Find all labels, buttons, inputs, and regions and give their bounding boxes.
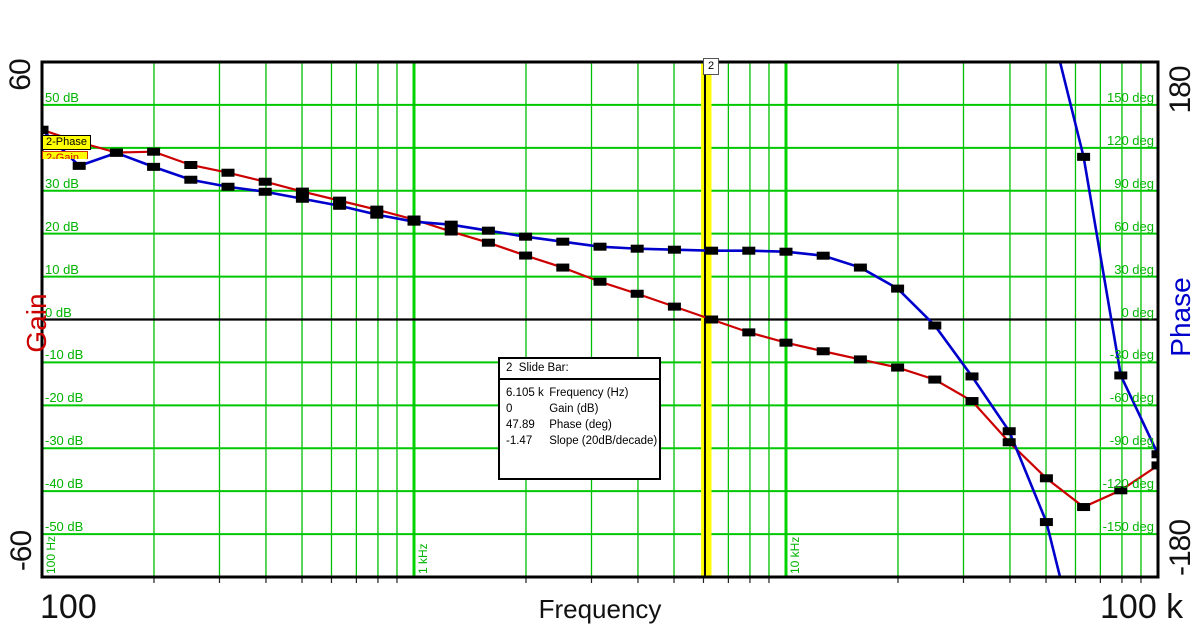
phase-tick-label: 150 deg (1107, 89, 1154, 105)
phase-tick-label: 90 deg (1114, 175, 1154, 191)
gain-tick-label: 10 dB (45, 261, 79, 277)
phase-tick-label: -30 deg (1109, 347, 1154, 363)
phase-tick-label: 120 deg (1107, 132, 1154, 148)
info-box-body: 6.105 k Frequency (Hz) 0 Gain (dB) 47.89… (500, 380, 659, 449)
slide-bar-info-box: 2 Slide Bar: 6.105 k Frequency (Hz) 0 Ga… (498, 357, 661, 480)
gain-tick-label: -40 dB (45, 476, 84, 492)
frequency-decade-label: 10 kHz (788, 536, 802, 574)
phase-tick-label: -60 deg (1109, 390, 1154, 406)
slide-bar-handle[interactable]: 2 (703, 58, 719, 75)
phase-axis-min-label: -180 (1164, 519, 1197, 577)
gain-tick-label: -20 dB (45, 390, 84, 406)
frequency-decade-label: 100 Hz (44, 535, 58, 574)
frequency-decade-label: 1 kHz (416, 543, 430, 574)
phase-tick-label: -120 deg (1102, 476, 1154, 492)
info-row-phase: 47.89 Phase (deg) (506, 419, 612, 431)
gain-axis-min-label: -60 (5, 530, 38, 572)
gain-tick-label: -30 dB (45, 433, 84, 449)
phase-axis-title: Phase (1165, 277, 1196, 357)
x-axis-max-label: 100 k (1100, 588, 1184, 626)
plot-frame (40, 60, 1160, 579)
gain-tick-label: -10 dB (45, 347, 84, 363)
x-axis-title: Frequency (538, 594, 662, 624)
gain-tick-label: 50 dB (45, 89, 79, 105)
data-markers (40, 125, 1160, 527)
gain-curve-tag[interactable]: 2-Gain (42, 151, 88, 159)
gain-tick-label: 30 dB (45, 175, 79, 191)
phase-axis-max-label: 180 (1164, 66, 1197, 114)
gain-tick-label: -50 dB (45, 519, 84, 535)
phase-tick-label: -90 deg (1109, 433, 1154, 449)
info-row-gain: 0 Gain (dB) (506, 403, 599, 415)
info-row-slope: -1.47 Slope (20dB/decade) (506, 435, 658, 447)
phase-curve (1058, 60, 1160, 455)
info-box-header: 2 Slide Bar: (500, 359, 659, 380)
phase-curve-tag[interactable]: 2-Phase (42, 135, 91, 150)
gain-axis-max-label: 60 (4, 59, 37, 91)
info-row-frequency: 6.105 k Frequency (Hz) (506, 387, 629, 399)
x-axis-min-label: 100 (40, 588, 97, 626)
gain-axis-title: Gain (21, 293, 52, 353)
gain-tick-label: 0 dB (45, 304, 72, 320)
phase-tick-label: 30 deg (1114, 261, 1154, 277)
phase-tick-label: -150 deg (1102, 519, 1154, 535)
phase-tick-label: 0 deg (1121, 304, 1154, 320)
grid-lines (42, 62, 1158, 583)
phase-tick-label: 60 deg (1114, 218, 1154, 234)
gain-tick-label: 20 dB (45, 218, 79, 234)
